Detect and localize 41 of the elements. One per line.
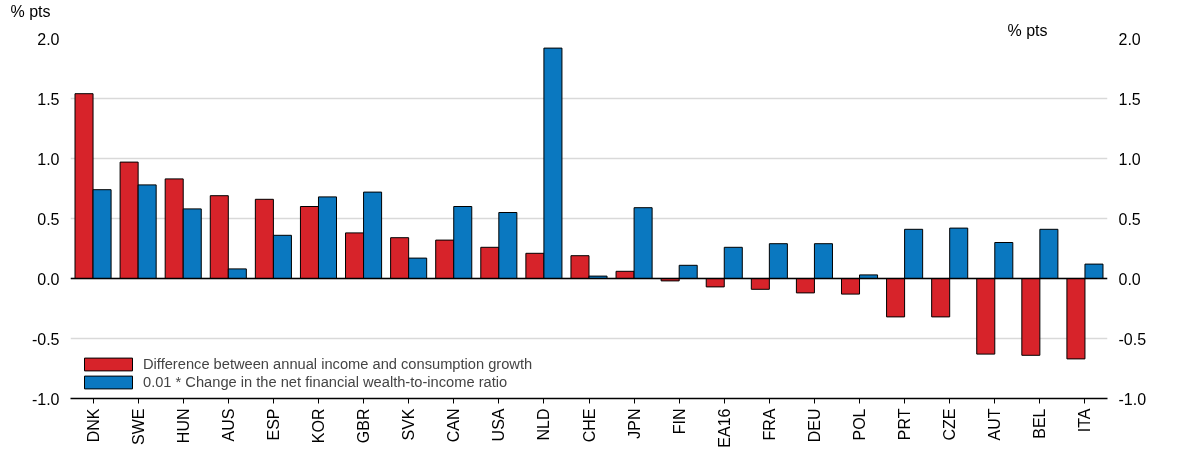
y-axis-title: % pts bbox=[10, 2, 51, 20]
y2-tick-label: 0.5 bbox=[1118, 210, 1141, 228]
x-tick-label: FRA bbox=[760, 408, 778, 441]
x-tick-label: GBR bbox=[355, 408, 373, 444]
x-tick-label: CHE bbox=[580, 408, 598, 443]
x-tick-label: ITA bbox=[1076, 408, 1094, 433]
y-tick-label: 0.5 bbox=[37, 210, 60, 228]
y-tick-label: 2.0 bbox=[37, 30, 60, 48]
y2-axis-title: % pts bbox=[1007, 21, 1048, 39]
y2-tick-label: 0.0 bbox=[1118, 270, 1141, 288]
x-tick-label: FIN bbox=[670, 408, 688, 435]
x-tick-label: ESP bbox=[264, 408, 282, 441]
x-tick-label: POL bbox=[851, 408, 869, 441]
y-tick-label: -0.5 bbox=[31, 330, 60, 348]
x-tick-label: AUS bbox=[219, 408, 237, 442]
x-tick-label: JPN bbox=[625, 408, 643, 439]
legend-label: Difference between annual income and consumption growth bbox=[143, 356, 533, 372]
x-tick-label: AUT bbox=[986, 408, 1004, 441]
x-tick-label: SWE bbox=[129, 408, 147, 445]
x-tick-label: USA bbox=[490, 408, 508, 442]
x-tick-label: DEU bbox=[805, 408, 823, 443]
x-tick-label: NLD bbox=[535, 408, 553, 441]
y2-tick-label: 2.0 bbox=[1118, 30, 1141, 48]
x-tick-label: EA16 bbox=[715, 408, 733, 448]
y-tick-label: 1.0 bbox=[37, 150, 60, 168]
x-tick-label: PRT bbox=[896, 408, 914, 441]
x-tick-label: DNK bbox=[84, 408, 102, 443]
y2-tick-label: 1.5 bbox=[1118, 90, 1141, 108]
y2-tick-label: -1.0 bbox=[1118, 390, 1147, 408]
y-tick-label: 1.5 bbox=[37, 90, 60, 108]
y-tick-label: 0.0 bbox=[37, 270, 60, 288]
y2-tick-label: 1.0 bbox=[1118, 150, 1141, 168]
x-tick-label: CAN bbox=[445, 408, 463, 443]
y2-tick-label: -0.5 bbox=[1118, 330, 1147, 348]
y-tick-label: -1.0 bbox=[31, 390, 60, 408]
x-tick-label: HUN bbox=[174, 408, 192, 444]
x-tick-label: BEL bbox=[1031, 408, 1049, 439]
x-tick-label: KOR bbox=[309, 408, 327, 444]
legend-label: 0.01 * Change in the net financial wealth-to-income ratio bbox=[143, 374, 508, 390]
x-tick-label: SVK bbox=[400, 408, 418, 441]
x-tick-label: CZE bbox=[941, 408, 959, 441]
